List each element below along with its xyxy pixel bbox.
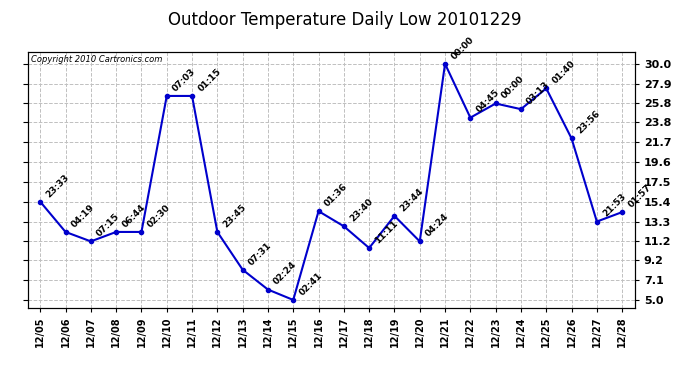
Text: 06:44: 06:44 bbox=[120, 202, 147, 229]
Text: Outdoor Temperature Daily Low 20101229: Outdoor Temperature Daily Low 20101229 bbox=[168, 11, 522, 29]
Text: 07:15: 07:15 bbox=[95, 212, 121, 238]
Text: 07:03: 07:03 bbox=[171, 67, 197, 93]
Text: 07:31: 07:31 bbox=[247, 240, 273, 267]
Text: 01:15: 01:15 bbox=[196, 67, 223, 93]
Text: 01:57: 01:57 bbox=[627, 183, 653, 209]
Text: 00:00: 00:00 bbox=[449, 35, 475, 61]
Text: 04:24: 04:24 bbox=[424, 212, 451, 238]
Text: 02:41: 02:41 bbox=[297, 270, 324, 297]
Text: 01:40: 01:40 bbox=[551, 59, 577, 86]
Text: 23:56: 23:56 bbox=[575, 109, 602, 136]
Text: 04:19: 04:19 bbox=[70, 202, 97, 229]
Text: 03:13: 03:13 bbox=[525, 80, 551, 106]
Text: 23:40: 23:40 bbox=[348, 197, 375, 223]
Text: 21:53: 21:53 bbox=[601, 192, 628, 219]
Text: 23:45: 23:45 bbox=[221, 202, 248, 229]
Text: 02:30: 02:30 bbox=[146, 203, 172, 229]
Text: 11:11: 11:11 bbox=[373, 219, 400, 245]
Text: 02:24: 02:24 bbox=[272, 260, 299, 287]
Text: Copyright 2010 Cartronics.com: Copyright 2010 Cartronics.com bbox=[30, 55, 162, 64]
Text: 04:45: 04:45 bbox=[475, 88, 501, 115]
Text: 01:36: 01:36 bbox=[323, 182, 349, 209]
Text: 00:00: 00:00 bbox=[500, 75, 526, 101]
Text: 23:33: 23:33 bbox=[44, 172, 71, 199]
Text: 23:44: 23:44 bbox=[399, 186, 426, 213]
